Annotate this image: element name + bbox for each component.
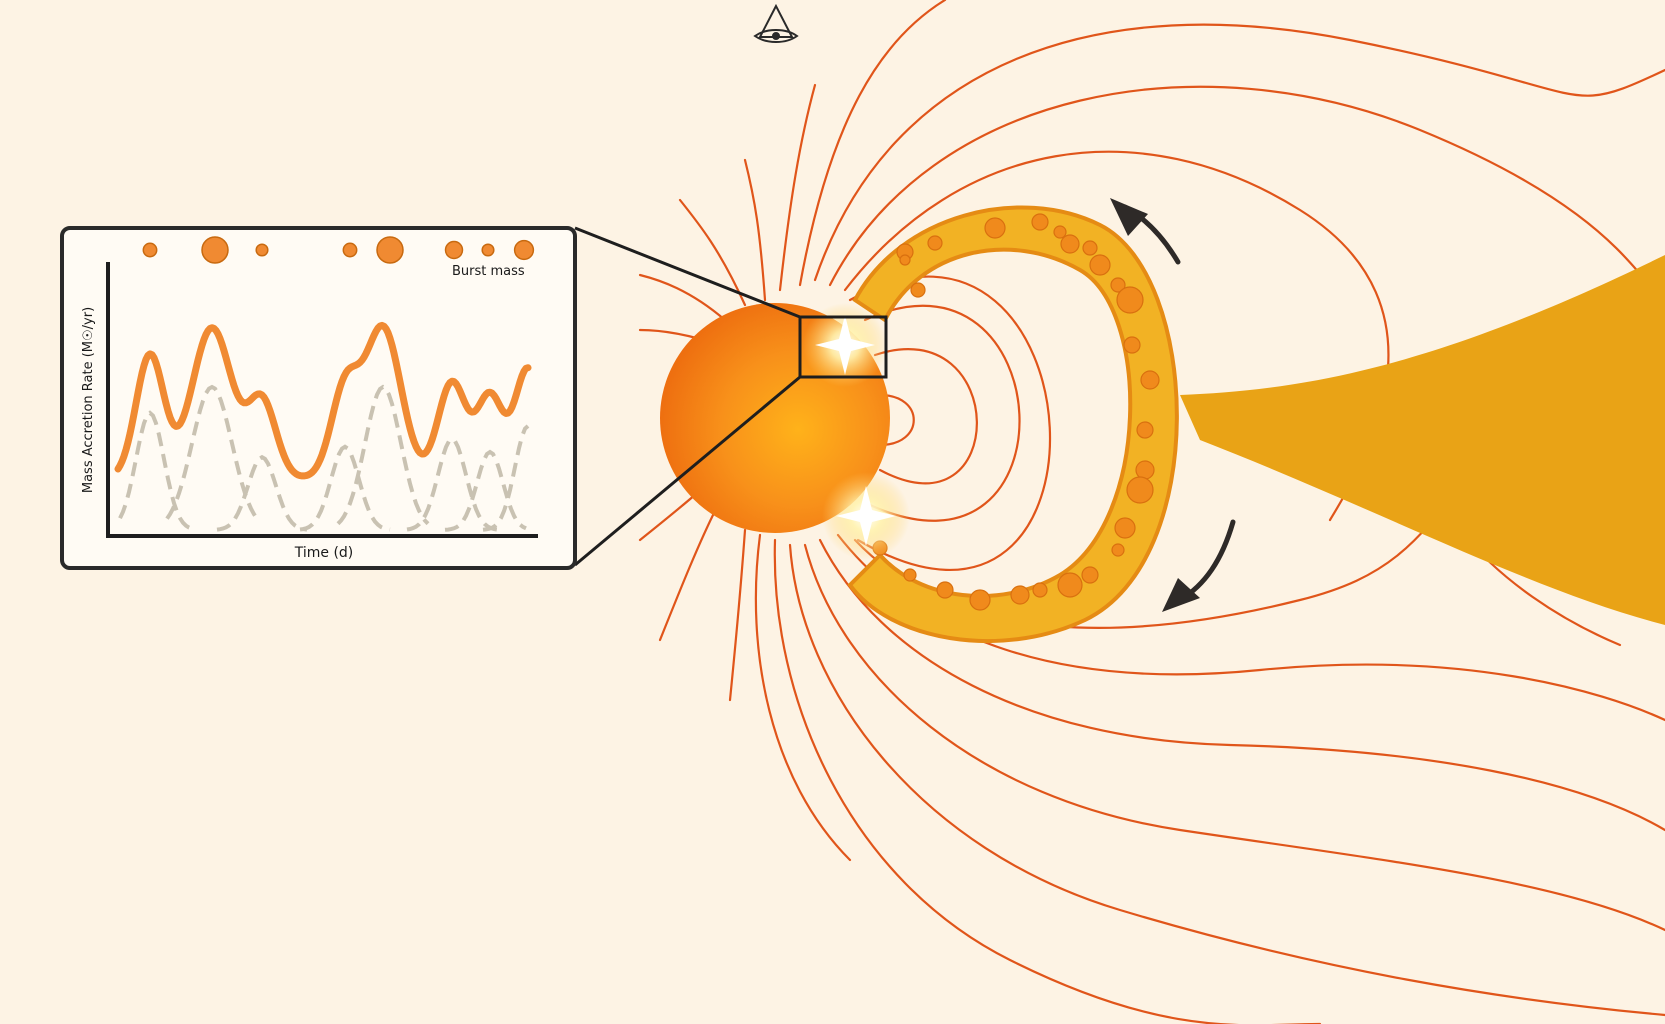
field-line-upper <box>743 158 767 302</box>
zoom-connector-top <box>574 226 801 319</box>
field-line-lower <box>728 528 747 702</box>
zoom-box <box>798 315 888 379</box>
clump <box>1111 543 1125 557</box>
field-line-upper <box>778 83 817 292</box>
field-line-upper <box>678 198 747 307</box>
burst-inset-chart: Burst mass Time (d) Mass Accretion Rate … <box>60 226 577 570</box>
accretion-stream <box>1180 255 1665 625</box>
rotation-arrow-icon <box>1110 198 1181 265</box>
clump <box>1010 585 1030 605</box>
clump <box>1136 421 1154 439</box>
field-line-lower <box>788 543 1665 1017</box>
burst-mass-markers <box>142 236 535 264</box>
field-line-upper <box>798 0 947 287</box>
clump <box>1135 460 1155 480</box>
field-line-upper <box>828 85 1665 292</box>
burst-mass-dot <box>376 236 404 264</box>
clump <box>1032 582 1048 598</box>
y-axis-label: Mass Accretion Rate (M☉/yr) <box>81 307 96 493</box>
field-line-lower <box>803 543 1665 932</box>
field-line-lower <box>818 538 1665 832</box>
clump <box>1126 476 1154 504</box>
clump <box>1116 286 1144 314</box>
x-axis-label: Time (d) <box>294 545 354 561</box>
clump <box>936 581 954 599</box>
clump <box>984 217 1006 239</box>
field-line-lower <box>754 533 852 862</box>
field-loop <box>863 304 1021 522</box>
flare-icon <box>822 472 910 560</box>
field-line-upper <box>813 23 1665 282</box>
clump <box>1140 370 1160 390</box>
burst-mass-dot <box>255 243 269 257</box>
burst-mass-dot <box>444 240 464 260</box>
accretion-clumps <box>872 213 1160 611</box>
clump <box>1089 254 1111 276</box>
field-line-lower <box>773 538 1322 1024</box>
burst-mass-dot <box>513 239 535 261</box>
clump <box>903 568 917 582</box>
clump <box>969 589 991 611</box>
zoom-connector-bottom <box>574 375 801 567</box>
ring-body <box>847 205 1179 644</box>
eye-in-triangle-logo <box>753 3 799 43</box>
component-curve <box>299 444 391 532</box>
burst-mass-dot <box>481 243 495 257</box>
rotation-arrow-icon <box>1162 519 1236 612</box>
inset-frame <box>60 226 577 570</box>
component-curve <box>444 449 527 532</box>
component-curve <box>482 424 530 532</box>
clump <box>1031 213 1049 231</box>
clump <box>927 235 943 251</box>
field-line-left <box>638 273 727 322</box>
field-loop <box>873 348 978 485</box>
clump <box>1081 566 1099 584</box>
flare-icon <box>803 303 887 387</box>
component-curve <box>165 384 259 520</box>
legend-label: Burst mass <box>452 264 525 279</box>
clump <box>1114 517 1136 539</box>
clump <box>910 282 926 298</box>
clump <box>1110 277 1126 293</box>
component-curve <box>336 384 430 526</box>
component-curve <box>118 410 196 532</box>
field-loop <box>878 393 915 447</box>
clump <box>1123 336 1141 354</box>
component-curve <box>216 454 308 532</box>
clump <box>1053 225 1067 239</box>
clump <box>1057 572 1083 598</box>
clump <box>1060 234 1080 254</box>
burst-mass-dot <box>201 236 229 264</box>
burst-mass-dot <box>342 242 358 258</box>
clump <box>1082 240 1098 256</box>
field-loop <box>848 275 1052 571</box>
clump <box>899 254 911 266</box>
total-accretion-curve <box>114 321 532 480</box>
field-line-left <box>658 503 720 642</box>
burst-component-curves <box>118 384 530 532</box>
burst-mass-dot <box>142 242 158 258</box>
accretion-ring <box>847 205 1179 644</box>
